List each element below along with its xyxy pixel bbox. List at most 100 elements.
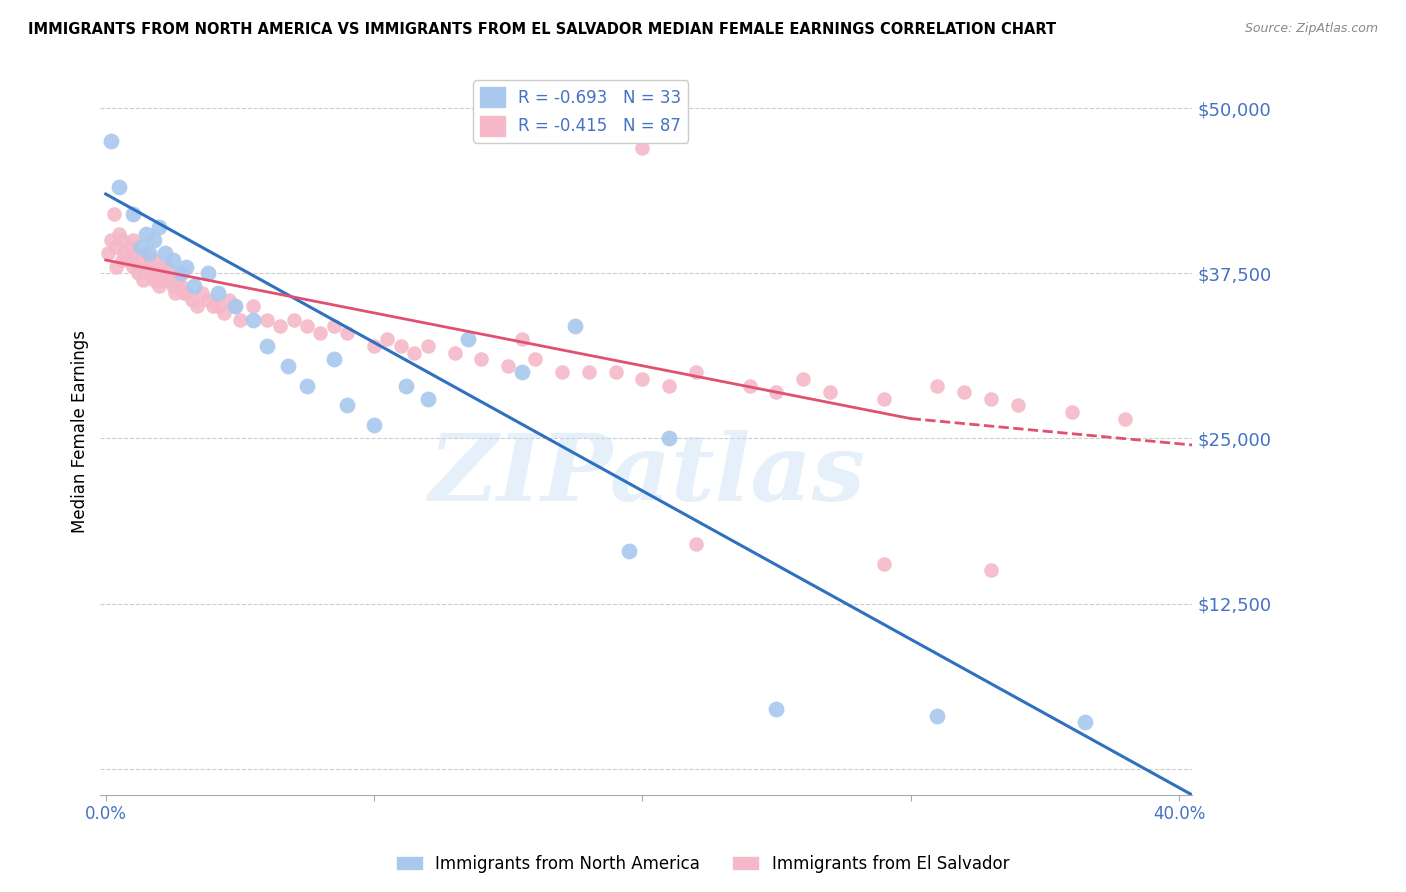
Point	[173, 286, 195, 301]
Legend: R = -0.693   N = 33, R = -0.415   N = 87: R = -0.693 N = 33, R = -0.415 N = 87	[474, 80, 689, 143]
Point	[322, 319, 344, 334]
Point	[242, 312, 264, 326]
Point	[121, 233, 143, 247]
Point	[108, 227, 131, 241]
Point	[389, 339, 412, 353]
Point	[100, 233, 122, 247]
Point	[174, 286, 197, 301]
Point	[207, 299, 229, 313]
Point	[658, 431, 681, 445]
Point	[738, 378, 761, 392]
Point	[162, 253, 184, 268]
Point	[121, 260, 143, 274]
Point	[564, 319, 586, 334]
Point	[685, 365, 707, 379]
Point	[218, 293, 240, 307]
Point	[336, 398, 359, 412]
Point	[309, 326, 332, 340]
Point	[578, 365, 600, 379]
Point	[457, 332, 479, 346]
Point	[138, 266, 160, 280]
Point	[792, 372, 814, 386]
Point	[153, 246, 176, 260]
Point	[336, 326, 359, 340]
Point	[135, 260, 157, 274]
Point	[143, 233, 166, 247]
Point	[127, 260, 149, 274]
Point	[97, 246, 120, 260]
Point	[108, 180, 131, 194]
Point	[277, 359, 299, 373]
Point	[818, 385, 841, 400]
Point	[980, 564, 1002, 578]
Point	[191, 286, 214, 301]
Point	[150, 266, 173, 280]
Point	[103, 207, 125, 221]
Point	[631, 372, 654, 386]
Point	[224, 299, 246, 313]
Y-axis label: Median Female Earnings: Median Female Earnings	[72, 330, 89, 533]
Point	[111, 233, 134, 247]
Point	[363, 339, 385, 353]
Point	[165, 286, 187, 301]
Point	[114, 246, 136, 260]
Point	[121, 207, 143, 221]
Point	[143, 273, 166, 287]
Point	[443, 345, 465, 359]
Point	[295, 378, 318, 392]
Point	[927, 708, 949, 723]
Point	[100, 134, 122, 148]
Point	[118, 240, 141, 254]
Point	[242, 299, 264, 313]
Point	[1114, 411, 1136, 425]
Point	[180, 293, 202, 307]
Point	[377, 332, 399, 346]
Text: Source: ZipAtlas.com: Source: ZipAtlas.com	[1244, 22, 1378, 36]
Point	[1074, 715, 1097, 730]
Point	[197, 266, 219, 280]
Point	[224, 299, 246, 313]
Text: IMMIGRANTS FROM NORTH AMERICA VS IMMIGRANTS FROM EL SALVADOR MEDIAN FEMALE EARNI: IMMIGRANTS FROM NORTH AMERICA VS IMMIGRA…	[28, 22, 1056, 37]
Point	[129, 240, 152, 254]
Point	[322, 352, 344, 367]
Point	[269, 319, 291, 334]
Point	[873, 392, 896, 406]
Point	[953, 385, 976, 400]
Point	[148, 220, 170, 235]
Point	[1007, 398, 1029, 412]
Point	[605, 365, 627, 379]
Point	[150, 260, 173, 274]
Point	[148, 279, 170, 293]
Point	[174, 260, 197, 274]
Point	[135, 246, 157, 260]
Point	[496, 359, 519, 373]
Point	[207, 286, 229, 301]
Legend: Immigrants from North America, Immigrants from El Salvador: Immigrants from North America, Immigrant…	[389, 848, 1017, 880]
Point	[551, 365, 574, 379]
Point	[153, 273, 176, 287]
Point	[186, 299, 208, 313]
Point	[124, 246, 146, 260]
Point	[765, 702, 787, 716]
Point	[141, 260, 163, 274]
Point	[183, 279, 205, 293]
Point	[980, 392, 1002, 406]
Point	[170, 279, 193, 293]
Point	[295, 319, 318, 334]
Point	[416, 392, 439, 406]
Point	[145, 273, 167, 287]
Point	[765, 385, 787, 400]
Point	[127, 266, 149, 280]
Point	[256, 312, 278, 326]
Point	[256, 339, 278, 353]
Point	[156, 260, 179, 274]
Point	[927, 378, 949, 392]
Point	[617, 543, 640, 558]
Point	[162, 279, 184, 293]
Point	[510, 332, 533, 346]
Point	[631, 141, 654, 155]
Point	[132, 273, 155, 287]
Point	[159, 273, 181, 287]
Point	[470, 352, 492, 367]
Point	[138, 246, 160, 260]
